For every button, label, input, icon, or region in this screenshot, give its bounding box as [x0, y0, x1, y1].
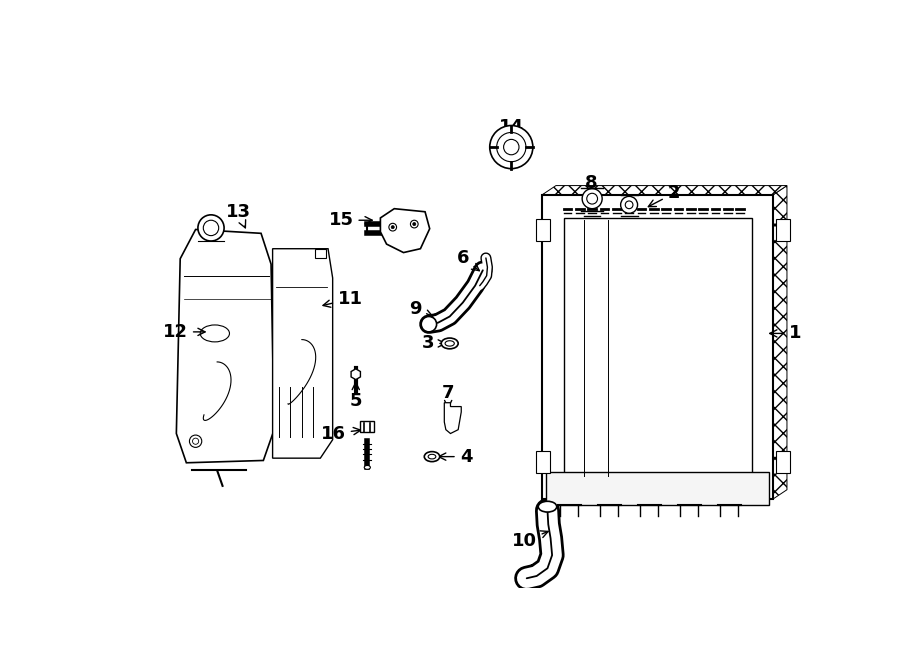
Polygon shape [563, 218, 752, 477]
Text: 3: 3 [422, 334, 446, 352]
Circle shape [621, 196, 637, 214]
Circle shape [497, 132, 526, 162]
Circle shape [410, 220, 419, 228]
Circle shape [421, 317, 436, 332]
Polygon shape [546, 472, 770, 505]
Bar [776, 451, 790, 473]
Circle shape [626, 201, 633, 209]
Text: 10: 10 [512, 531, 548, 551]
Polygon shape [559, 482, 773, 499]
Polygon shape [445, 403, 461, 434]
Text: 16: 16 [320, 424, 361, 442]
Circle shape [582, 188, 602, 209]
Text: 14: 14 [499, 118, 524, 146]
Text: 12: 12 [163, 323, 205, 341]
Text: 1: 1 [770, 325, 801, 342]
Text: 8: 8 [585, 175, 598, 200]
Ellipse shape [538, 501, 557, 512]
Text: 7: 7 [442, 385, 454, 408]
Bar [536, 219, 550, 241]
Ellipse shape [424, 451, 440, 461]
Circle shape [392, 225, 394, 229]
Ellipse shape [441, 338, 458, 349]
Text: 15: 15 [328, 212, 373, 229]
Bar [315, 249, 326, 258]
Ellipse shape [446, 340, 454, 346]
Circle shape [490, 126, 533, 169]
Polygon shape [542, 195, 559, 499]
Text: 6: 6 [456, 249, 480, 271]
Text: 2: 2 [648, 184, 680, 207]
Circle shape [198, 215, 224, 241]
Bar [536, 451, 550, 473]
Ellipse shape [364, 465, 371, 469]
Text: 9: 9 [409, 300, 433, 318]
Polygon shape [176, 229, 274, 463]
Polygon shape [773, 186, 787, 499]
Circle shape [587, 193, 598, 204]
Bar [360, 421, 374, 432]
Circle shape [203, 220, 219, 235]
Circle shape [504, 139, 519, 155]
Circle shape [413, 223, 416, 225]
Circle shape [189, 435, 202, 447]
Polygon shape [542, 186, 787, 195]
Ellipse shape [428, 454, 436, 459]
Polygon shape [381, 209, 429, 253]
Polygon shape [273, 249, 333, 458]
Text: 13: 13 [225, 203, 250, 228]
Text: 5: 5 [349, 383, 362, 410]
Text: 4: 4 [438, 447, 473, 465]
Text: 11: 11 [323, 290, 363, 308]
Circle shape [389, 223, 397, 231]
Bar [776, 219, 790, 241]
Circle shape [193, 438, 199, 444]
Polygon shape [351, 369, 360, 379]
Polygon shape [542, 195, 773, 499]
